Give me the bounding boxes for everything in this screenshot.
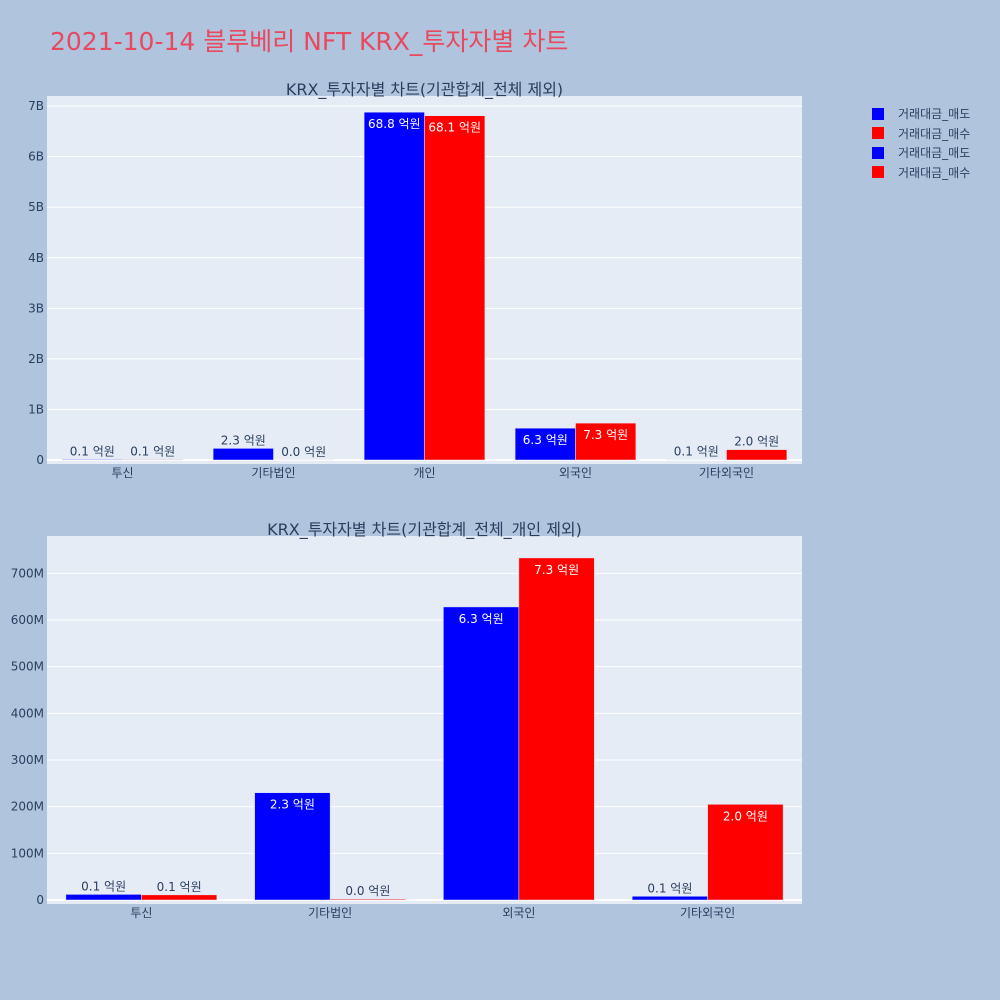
data-label: 0.1 억원	[70, 444, 115, 458]
y-tick-label: 3B	[28, 301, 44, 315]
x-tick-label: 투신	[130, 906, 152, 920]
legend-label: 거래대금_매수	[898, 126, 971, 141]
data-label: 0.0 억원	[281, 445, 326, 459]
bar	[518, 557, 595, 901]
data-label: 0.0 억원	[345, 884, 390, 898]
y-tick-label: 0	[36, 453, 44, 467]
y-tick-label: 6B	[28, 150, 44, 164]
x-tick-label: 외국인	[559, 466, 592, 480]
bar	[575, 422, 637, 461]
bar	[707, 804, 784, 901]
y-tick-label: 2B	[28, 352, 44, 366]
bar	[122, 459, 184, 461]
legend-swatch-icon	[872, 166, 884, 179]
x-tick-label: 기타법인	[251, 466, 295, 480]
x-tick-label: 외국인	[502, 906, 535, 920]
legend-label: 거래대금_매수	[898, 165, 971, 180]
y-tick-label: 4B	[28, 251, 44, 265]
bar	[65, 894, 142, 901]
bar	[329, 898, 406, 901]
y-tick-label: 1B	[28, 402, 44, 416]
chart-panel-2: 0 100M 200M 300M 400M 500M 600M 700M KRX_투자자별 차트…	[11, 520, 802, 920]
x-tick-label: 개인	[413, 466, 435, 480]
y-tick-label: 700M	[11, 566, 44, 580]
y-tick-label: 100M	[11, 846, 44, 860]
data-label: 2.0 억원	[723, 809, 768, 823]
data-label: 68.8 억원	[368, 117, 421, 131]
bar	[514, 427, 576, 461]
bar	[726, 449, 788, 461]
data-label: 0.1 억원	[130, 444, 175, 458]
page-title: 2021-10-14 블루베리 NFT KRX_투자자별 차트	[50, 27, 569, 56]
y-tick-label: 600M	[11, 613, 44, 627]
legend-swatch-icon	[872, 127, 884, 140]
legend-label: 거래대금_매도	[898, 146, 971, 161]
legend-item[interactable]: 거래대금_매수	[872, 124, 970, 144]
data-label: 0.1 억원	[157, 880, 202, 894]
legend-item[interactable]: 거래대금_매도	[872, 104, 970, 124]
x-tick-label: 투신	[111, 466, 133, 480]
bar	[443, 606, 520, 901]
chart-title: KRX_투자자별 차트(기관합계_전체 제외)	[286, 80, 563, 100]
legend-swatch-icon	[872, 146, 884, 159]
x-tick-label: 기타법인	[308, 906, 352, 920]
data-label: 2.3 억원	[270, 798, 315, 812]
bar	[363, 111, 425, 461]
chart-title: KRX_투자자별 차트(기관합계_전체_개인 제외)	[267, 520, 582, 540]
data-label: 0.1 억원	[674, 445, 719, 459]
data-label: 0.1 억원	[647, 881, 692, 895]
data-label: 2.3 억원	[221, 433, 266, 447]
legend-label: 거래대금_매도	[898, 107, 971, 122]
y-tick-label: 300M	[11, 753, 44, 767]
y-tick-label: 400M	[11, 706, 44, 720]
y-tick-label: 500M	[11, 660, 44, 674]
data-label: 68.1 억원	[428, 121, 481, 135]
data-label: 7.3 억원	[583, 428, 628, 442]
plot-background	[47, 96, 802, 464]
bar	[631, 896, 708, 901]
data-label: 2.0 억원	[734, 435, 779, 449]
x-tick-label: 기타외국인	[699, 466, 754, 480]
y-tick-label: 200M	[11, 800, 44, 814]
bar	[141, 894, 218, 901]
y-tick-label: 5B	[28, 200, 44, 214]
legend-item[interactable]: 거래대금_매도	[872, 143, 970, 163]
legend: 거래대금_매도 거래대금_매수 거래대금_매도 거래대금_매수	[872, 104, 970, 182]
legend-swatch-icon	[872, 107, 884, 120]
x-tick-label: 기타외국인	[680, 906, 735, 920]
y-tick-label: 0	[36, 893, 44, 907]
bar	[212, 448, 274, 461]
bar	[61, 459, 123, 461]
chart-panel-1: 0 1B 2B 3B 4B 5B 6B 7B KRX_투자자별 차트(기관합계_전체 제외) 투신…	[28, 80, 802, 480]
bar	[254, 792, 331, 901]
data-label: 0.1 억원	[81, 879, 126, 893]
data-label: 6.3 억원	[523, 433, 568, 447]
data-label: 6.3 억원	[459, 612, 504, 626]
data-label: 7.3 억원	[534, 563, 579, 577]
plot-background	[47, 536, 802, 904]
y-tick-label: 7B	[28, 99, 44, 113]
legend-item[interactable]: 거래대금_매수	[872, 163, 970, 183]
bar	[424, 115, 486, 461]
